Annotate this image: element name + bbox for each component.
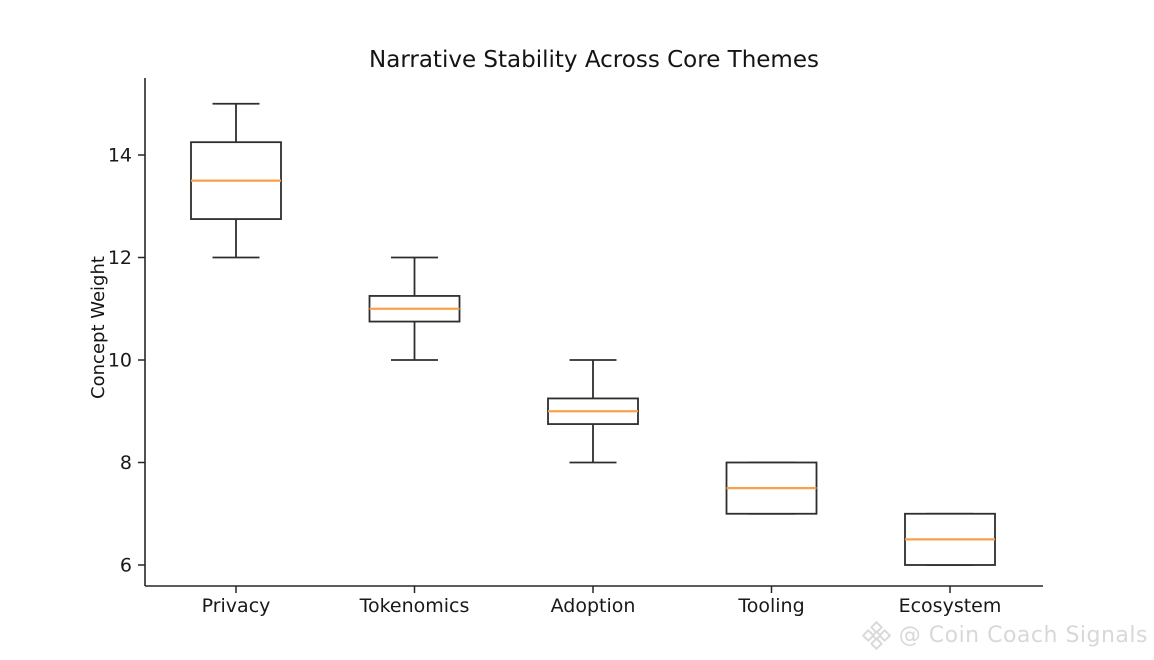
y-tick-label-8: 8	[120, 452, 132, 474]
x-tick-label-tokenomics: Tokenomics	[359, 595, 470, 617]
boxplot-ecosystem	[904, 512, 996, 566]
watermark-text: @ Coin Coach Signals	[898, 622, 1148, 648]
x-tick-label-tooling: Tooling	[737, 595, 804, 617]
chart-title: Narrative Stability Across Core Themes	[369, 47, 819, 73]
watermark: @ Coin Coach Signals	[861, 616, 1148, 654]
boxplot-tooling	[725, 461, 818, 515]
x-tick-label-ecosystem: Ecosystem	[899, 595, 1002, 617]
y-tick-label-12: 12	[108, 247, 132, 269]
x-tick-label-privacy: Privacy	[202, 595, 271, 617]
y-tick-label-10: 10	[108, 350, 132, 372]
y-tick-label-14: 14	[108, 145, 132, 167]
coin-diamond-logo	[861, 620, 891, 650]
x-tick-label-adoption: Adoption	[551, 595, 636, 617]
y-tick-label-6: 6	[120, 555, 132, 577]
boxplot-tokenomics	[368, 256, 461, 361]
boxplot-privacy	[190, 102, 282, 259]
boxplot-adoption	[547, 359, 639, 464]
